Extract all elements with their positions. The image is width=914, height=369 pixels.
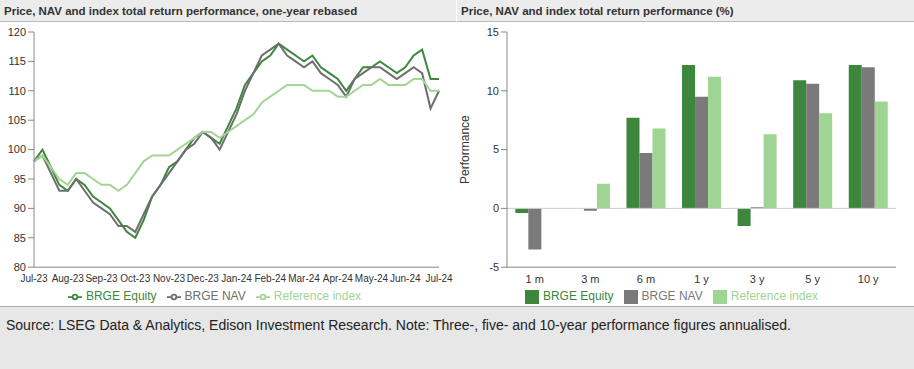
svg-text:Apr-24: Apr-24 [323,273,353,284]
svg-text:Jul-23: Jul-23 [20,273,48,284]
svg-text:Performance: Performance [458,115,472,184]
svg-text:Mar-24: Mar-24 [288,273,320,284]
svg-text:Jan-24: Jan-24 [221,273,252,284]
html-text:BRGE Equity: BRGE Equity [542,289,614,304]
svg-text:Jun-24: Jun-24 [390,273,421,284]
html-text:Price, NAV and index total ret: Price, NAV and index total return perfor… [461,5,734,17]
svg-text:85: 85 [14,232,26,244]
svg-text:90: 90 [14,202,26,214]
svg-text:10: 10 [487,85,499,97]
svg-text:80: 80 [14,261,26,273]
svg-text:May-24: May-24 [355,273,389,284]
svg-text:95: 95 [14,173,26,185]
html-text:Price, NAV and index total ret: Price, NAV and index total return perfor… [4,5,358,17]
svg-text:Jul-24: Jul-24 [425,273,453,284]
svg-text:3 m: 3 m [581,273,599,285]
svg-text:0: 0 [493,202,499,214]
svg-text:10 y: 10 y [858,273,879,285]
svg-text:Oct-23: Oct-23 [120,273,150,284]
svg-text:110: 110 [8,85,26,97]
svg-text:6 m: 6 m [637,273,655,285]
html-text:BRGE NAV: BRGE NAV [184,289,246,304]
svg-text:1 m: 1 m [526,273,544,285]
svg-text:1 y: 1 y [694,273,709,285]
svg-text:Dec-23: Dec-23 [187,273,220,284]
svg-text:100: 100 [8,143,26,155]
svg-text:5 y: 5 y [805,273,820,285]
html-text:BRGE Equity: BRGE Equity [85,289,157,304]
svg-text:120: 120 [8,26,26,38]
svg-text:Feb-24: Feb-24 [254,273,286,284]
svg-text:Aug-23: Aug-23 [52,273,85,284]
svg-text:3 y: 3 y [750,273,765,285]
svg-text:-5: -5 [489,261,499,273]
svg-text:105: 105 [8,114,26,126]
html-text:Source: LSEG Data & Analytics,: Source: LSEG Data & Analytics, Edison In… [6,317,791,333]
svg-text:Nov-23: Nov-23 [153,273,186,284]
html-text:BRGE NAV: BRGE NAV [641,289,703,304]
html-text:Reference index: Reference index [730,289,819,304]
svg-text:5: 5 [493,143,499,155]
svg-text:115: 115 [8,55,26,67]
svg-text:15: 15 [487,26,499,38]
svg-text:Sep-23: Sep-23 [85,273,118,284]
html-text:Reference index: Reference index [273,289,362,304]
